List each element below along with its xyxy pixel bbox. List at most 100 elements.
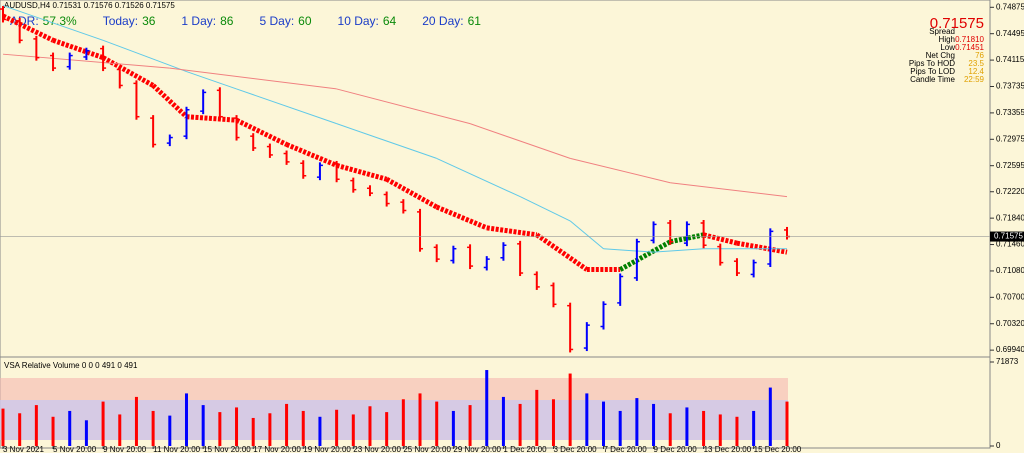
volume-bar bbox=[451, 410, 455, 446]
y-tick-label: 0.71460 bbox=[996, 240, 1024, 249]
moving-average bbox=[2, 53, 170, 69]
y-tick-label: 0.74495 bbox=[996, 29, 1024, 38]
x-tick-label: 17 Nov 20:00 bbox=[253, 445, 301, 453]
volume-bar bbox=[385, 412, 389, 446]
volume-bar bbox=[568, 373, 572, 446]
info-label: Pips To LOD bbox=[910, 67, 955, 76]
info-value: 12.4 bbox=[968, 67, 984, 76]
volume-bar bbox=[318, 416, 322, 446]
moving-average bbox=[385, 177, 438, 210]
info-label: Candle Time bbox=[910, 75, 955, 84]
volume-bar bbox=[101, 401, 105, 446]
x-tick-label: 3 Dec 20:00 bbox=[553, 445, 597, 453]
last-price-label: 0.71575 bbox=[994, 232, 1023, 241]
moving-average bbox=[435, 204, 488, 231]
moving-average bbox=[285, 142, 338, 168]
volume-bar bbox=[585, 393, 589, 446]
frame bbox=[0, 0, 991, 449]
volume-band bbox=[0, 400, 788, 440]
volume-bar bbox=[335, 409, 339, 446]
x-tick-label: 15 Nov 20:00 bbox=[203, 445, 251, 453]
volume-bar bbox=[501, 396, 505, 446]
volume-bar bbox=[184, 393, 188, 446]
y-tick-label: 0.71080 bbox=[996, 266, 1024, 275]
volume-bar bbox=[718, 414, 722, 446]
y-tick-label: 0.70320 bbox=[996, 319, 1024, 328]
moving-average bbox=[736, 240, 788, 255]
volume-bar bbox=[435, 401, 439, 446]
y-tick-label: 0.74115 bbox=[996, 55, 1024, 64]
header-label: Today: bbox=[103, 14, 138, 28]
moving-average bbox=[52, 37, 104, 61]
header-value: 61 bbox=[468, 14, 482, 28]
y-tick-label: 71873 bbox=[996, 357, 1019, 366]
header-value: 60 bbox=[298, 14, 312, 28]
x-tick-label: 9 Nov 20:00 bbox=[103, 445, 147, 453]
volume-bar bbox=[652, 403, 656, 446]
volume-bar bbox=[168, 415, 172, 446]
info-label: Net Chg bbox=[926, 51, 955, 60]
x-tick-label: 7 Dec 20:00 bbox=[604, 445, 648, 453]
x-tick-label: 5 Nov 20:00 bbox=[53, 445, 97, 453]
volume-bar bbox=[551, 399, 555, 446]
volume-bar bbox=[134, 396, 138, 446]
volume-bar bbox=[685, 407, 689, 446]
moving-average bbox=[336, 123, 437, 159]
header-label: 1 Day: bbox=[181, 14, 216, 28]
volume-bar bbox=[485, 370, 489, 446]
volume-bar bbox=[251, 417, 255, 446]
moving-average bbox=[469, 123, 571, 159]
volume-bar bbox=[84, 420, 88, 446]
moving-average bbox=[702, 232, 738, 246]
info-label: Pips To HOD bbox=[909, 59, 955, 68]
y-tick-label: 0.69940 bbox=[996, 345, 1024, 354]
y-tick-label: 0.70700 bbox=[996, 292, 1024, 301]
volume-bar bbox=[268, 413, 272, 446]
volume-bar bbox=[635, 398, 639, 446]
volume-bar bbox=[418, 393, 422, 446]
info-price: 0.71575 bbox=[930, 15, 984, 32]
volume-bar bbox=[1, 408, 5, 446]
volume-bar bbox=[285, 403, 289, 446]
x-tick-label: 13 Dec 20:00 bbox=[704, 445, 752, 453]
volume-bar bbox=[351, 414, 355, 446]
volume-bar bbox=[368, 406, 372, 446]
info-value: 22:59 bbox=[964, 75, 985, 84]
moving-average bbox=[1, 13, 55, 43]
volume-bar bbox=[535, 389, 539, 446]
info-value: 76 bbox=[975, 51, 984, 60]
x-tick-label: 1 Dec 20:00 bbox=[503, 445, 547, 453]
header-label: 10 Day: bbox=[338, 14, 379, 28]
volume-bar bbox=[235, 407, 239, 446]
header-value: 57.3% bbox=[43, 14, 77, 28]
volume-bar bbox=[401, 399, 405, 446]
moving-average bbox=[603, 248, 654, 253]
y-tick-label: 0.73735 bbox=[996, 82, 1024, 91]
volume-bar bbox=[51, 416, 55, 446]
moving-average bbox=[102, 39, 187, 73]
moving-average bbox=[335, 162, 388, 182]
x-tick-label: 25 Nov 20:00 bbox=[403, 445, 451, 453]
moving-average bbox=[519, 196, 571, 222]
moving-average bbox=[151, 83, 189, 119]
info-value: 0.71810 bbox=[955, 35, 984, 44]
volume-bar bbox=[602, 401, 606, 446]
moving-average bbox=[336, 88, 471, 125]
volume-bar bbox=[618, 410, 622, 446]
x-tick-label: 11 Nov 20:00 bbox=[153, 445, 201, 453]
chart-title: AUDUSD,H4 0.71531 0.71576 0.71526 0.7157… bbox=[4, 1, 175, 10]
moving-average bbox=[436, 157, 521, 198]
header-label: 5 Day: bbox=[259, 14, 294, 28]
volume-bar bbox=[735, 416, 739, 446]
volume-bar bbox=[468, 405, 472, 446]
volume-bar bbox=[518, 403, 522, 446]
x-tick-label: 29 Nov 20:00 bbox=[453, 445, 501, 453]
y-tick-label: 0.73355 bbox=[996, 108, 1024, 117]
x-tick-label: 9 Dec 20:00 bbox=[654, 445, 698, 453]
moving-average bbox=[669, 232, 705, 245]
y-tick-label: 0.71840 bbox=[996, 213, 1024, 222]
info-value: 23.5 bbox=[968, 59, 984, 68]
volume-bar bbox=[218, 412, 222, 446]
volume-bar bbox=[18, 413, 22, 446]
